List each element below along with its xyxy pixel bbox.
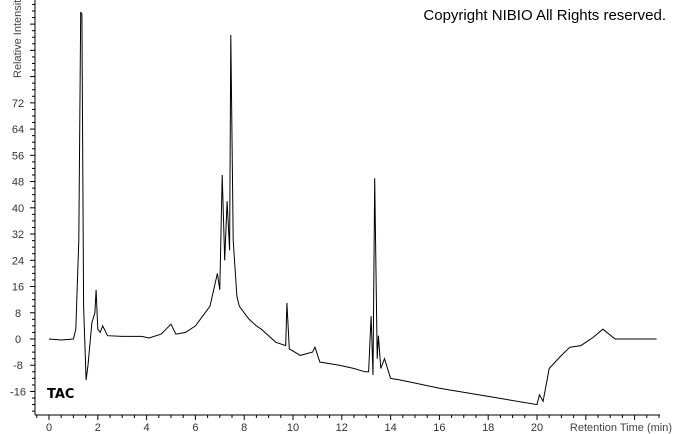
tac-trace-line: [48, 11, 657, 406]
y-tick-label: 24: [12, 255, 24, 267]
x-tick-label: 12: [336, 422, 348, 434]
x-tick-label: 8: [241, 422, 247, 434]
y-tick-label: -16: [10, 386, 26, 398]
x-axis-label: Retention Time (min): [570, 422, 672, 434]
y-tick-label: 16: [12, 282, 24, 294]
y-tick-label: 64: [12, 124, 24, 136]
y-axis-label: Relative Intensity: [12, 0, 24, 78]
x-tick-label: 2: [95, 422, 101, 434]
x-tick-label: 4: [144, 422, 150, 434]
x-tick-label: 0: [46, 422, 52, 434]
copyright-text: Copyright NIBIO All Rights reserved.: [423, 7, 666, 24]
x-tick-label: 6: [192, 422, 198, 434]
y-tick-label: 72: [12, 98, 24, 110]
y-tick-label: 40: [12, 203, 24, 215]
x-tick-label: 10: [287, 422, 299, 434]
y-tick-label: 48: [12, 177, 24, 189]
x-tick-label: 18: [482, 422, 494, 434]
x-tick-label: 16: [433, 422, 445, 434]
y-tick-label: 32: [12, 229, 24, 241]
y-tick-label: 0: [15, 334, 21, 346]
trace-label: TAC: [47, 387, 74, 402]
x-tick-label: 20: [531, 422, 543, 434]
y-tick-label: -8: [13, 360, 23, 372]
x-tick-label: 14: [384, 422, 396, 434]
axes: [34, 0, 660, 416]
y-tick-label: 8: [15, 308, 21, 320]
y-tick-label: 56: [12, 150, 24, 162]
